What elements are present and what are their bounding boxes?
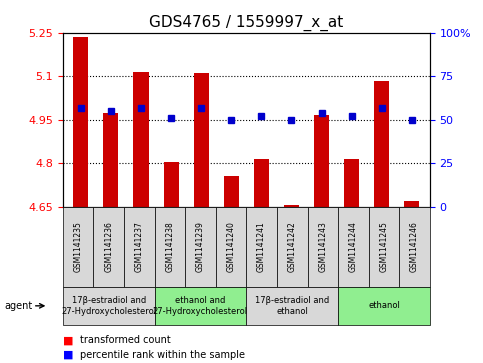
- Text: GSM1141245: GSM1141245: [380, 221, 388, 272]
- Text: GSM1141235: GSM1141235: [73, 221, 83, 272]
- Text: GSM1141239: GSM1141239: [196, 221, 205, 272]
- Text: ethanol: ethanol: [368, 301, 400, 310]
- Bar: [164, 162, 179, 207]
- Bar: [73, 37, 88, 207]
- Bar: [254, 159, 269, 207]
- Bar: [133, 72, 149, 207]
- Text: GSM1141238: GSM1141238: [165, 221, 174, 272]
- Text: GSM1141244: GSM1141244: [349, 221, 358, 272]
- Bar: [194, 73, 209, 207]
- Text: GSM1141246: GSM1141246: [410, 221, 419, 272]
- Text: agent: agent: [5, 301, 33, 311]
- Title: GDS4765 / 1559997_x_at: GDS4765 / 1559997_x_at: [149, 15, 343, 31]
- Text: 17β-estradiol and
27-Hydroxycholesterol: 17β-estradiol and 27-Hydroxycholesterol: [61, 296, 156, 315]
- Text: ethanol and
27-Hydroxycholesterol: ethanol and 27-Hydroxycholesterol: [153, 296, 248, 315]
- Text: percentile rank within the sample: percentile rank within the sample: [80, 350, 245, 360]
- Text: GSM1141236: GSM1141236: [104, 221, 113, 272]
- Text: 17β-estradiol and
ethanol: 17β-estradiol and ethanol: [255, 296, 329, 315]
- Text: ■: ■: [63, 335, 73, 346]
- Bar: [374, 81, 389, 207]
- Text: transformed count: transformed count: [80, 335, 170, 346]
- Text: GSM1141237: GSM1141237: [135, 221, 144, 272]
- Text: GSM1141241: GSM1141241: [257, 221, 266, 272]
- Text: ■: ■: [63, 350, 73, 360]
- Text: GSM1141240: GSM1141240: [227, 221, 236, 272]
- Bar: [284, 205, 299, 207]
- Bar: [314, 115, 329, 207]
- Bar: [224, 176, 239, 207]
- Bar: [103, 113, 118, 207]
- Text: GSM1141243: GSM1141243: [318, 221, 327, 272]
- Text: GSM1141242: GSM1141242: [288, 221, 297, 272]
- Bar: [404, 201, 419, 207]
- Bar: [344, 159, 359, 207]
